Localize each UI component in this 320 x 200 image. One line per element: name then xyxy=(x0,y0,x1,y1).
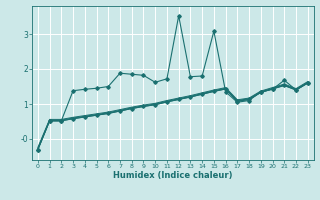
X-axis label: Humidex (Indice chaleur): Humidex (Indice chaleur) xyxy=(113,171,233,180)
